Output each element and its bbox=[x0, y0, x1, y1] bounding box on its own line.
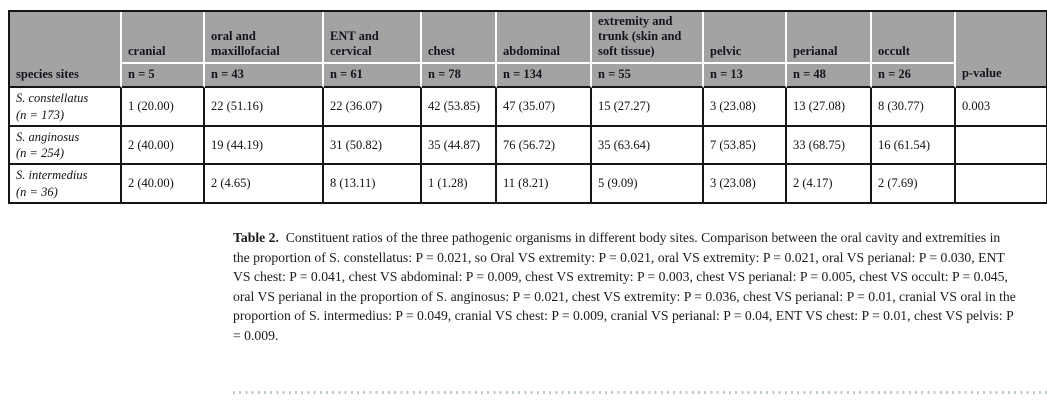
caption-label: Table 2. bbox=[233, 230, 279, 245]
cell-value: 76 (56.72) bbox=[497, 126, 592, 166]
cell-value: 13 (27.08) bbox=[787, 88, 872, 127]
cell-value: 3 (23.08) bbox=[704, 165, 787, 202]
cell-value: 2 (40.00) bbox=[122, 126, 205, 166]
cell-value: 16 (61.54) bbox=[872, 126, 956, 166]
cell-value: 15 (27.27) bbox=[592, 88, 704, 127]
body-sites-table: species sites cranial oral and maxillofa… bbox=[8, 10, 1047, 204]
species-name: S. anginosus bbox=[16, 129, 80, 144]
cell-p-value bbox=[956, 126, 1046, 166]
cell-value: 35 (44.87) bbox=[422, 126, 497, 166]
n-count-perianal: n = 48 bbox=[787, 64, 872, 89]
cell-value: 8 (30.77) bbox=[872, 88, 956, 127]
table-row-s-anginosus: S. anginosus (n = 254) 2 (40.00) 19 (44.… bbox=[10, 126, 1046, 166]
column-header-occult: occult bbox=[872, 12, 956, 65]
n-count-pelvic: n = 13 bbox=[704, 64, 787, 89]
column-header-ent-cervical: ENT and cervical bbox=[324, 12, 422, 65]
n-count-occult: n = 26 bbox=[872, 64, 956, 89]
cell-value: 1 (20.00) bbox=[122, 88, 205, 127]
cell-value: 35 (63.64) bbox=[592, 126, 704, 166]
n-count-ent-cervical: n = 61 bbox=[324, 64, 422, 89]
column-header-extremity-trunk: extremity and trunk (skin and soft tissu… bbox=[592, 12, 704, 65]
cell-value: 2 (4.65) bbox=[205, 165, 324, 202]
species-name: S. intermedius bbox=[16, 168, 88, 183]
n-count-abdominal: n = 134 bbox=[497, 64, 592, 89]
column-header-abdominal: abdominal bbox=[497, 12, 592, 65]
column-header-p-value: p-value bbox=[956, 12, 1046, 89]
n-count-extremity-trunk: n = 55 bbox=[592, 64, 704, 89]
cell-value: 8 (13.11) bbox=[324, 165, 422, 202]
section-divider-dotted-rule bbox=[233, 391, 1047, 394]
species-label-s-anginosus: S. anginosus (n = 254) bbox=[10, 126, 122, 166]
header-row-sites: species sites cranial oral and maxillofa… bbox=[10, 12, 1046, 89]
table-row-s-constellatus: S. constellatus (n = 173) 1 (20.00) 22 (… bbox=[10, 88, 1046, 127]
species-n: (n = 36) bbox=[16, 184, 58, 199]
column-header-oral-maxillofacial: oral and maxillofacial bbox=[205, 12, 324, 65]
column-header-pelvic: pelvic bbox=[704, 12, 787, 65]
column-header-perianal: perianal bbox=[787, 12, 872, 65]
cell-value: 3 (23.08) bbox=[704, 88, 787, 127]
cell-value: 5 (9.09) bbox=[592, 165, 704, 202]
cell-value: 22 (51.16) bbox=[205, 88, 324, 127]
header-row-n-counts: n = 5 n = 43 n = 61 n = 78 n = 134 n = 5… bbox=[10, 64, 1046, 89]
species-n: (n = 173) bbox=[16, 107, 65, 122]
caption-text: Constituent ratios of the three pathogen… bbox=[233, 230, 1016, 343]
cell-value: 33 (68.75) bbox=[787, 126, 872, 166]
cell-value: 47 (35.07) bbox=[497, 88, 592, 127]
cell-value: 2 (40.00) bbox=[122, 165, 205, 202]
cell-value: 2 (4.17) bbox=[787, 165, 872, 202]
cell-value: 2 (7.69) bbox=[872, 165, 956, 202]
n-count-cranial: n = 5 bbox=[122, 64, 205, 89]
column-header-chest: chest bbox=[422, 12, 497, 65]
column-header-cranial: cranial bbox=[122, 12, 205, 65]
cell-value: 11 (8.21) bbox=[497, 165, 592, 202]
cell-value: 42 (53.85) bbox=[422, 88, 497, 127]
n-count-oral-maxillofacial: n = 43 bbox=[205, 64, 324, 89]
cell-value: 7 (53.85) bbox=[704, 126, 787, 166]
cell-p-value: 0.003 bbox=[956, 88, 1046, 127]
n-count-chest: n = 78 bbox=[422, 64, 497, 89]
species-n: (n = 254) bbox=[16, 146, 65, 160]
species-label-s-constellatus: S. constellatus (n = 173) bbox=[10, 88, 122, 127]
cell-p-value bbox=[956, 165, 1046, 202]
cell-value: 19 (44.19) bbox=[205, 126, 324, 166]
cell-value: 31 (50.82) bbox=[324, 126, 422, 166]
species-name: S. constellatus bbox=[16, 91, 89, 106]
corner-header-species-sites: species sites bbox=[10, 12, 122, 89]
cell-value: 1 (1.28) bbox=[422, 165, 497, 202]
table-row-s-intermedius: S. intermedius (n = 36) 2 (40.00) 2 (4.6… bbox=[10, 165, 1046, 202]
table-caption: Table 2. Constituent ratios of the three… bbox=[233, 228, 1019, 346]
cell-value: 22 (36.07) bbox=[324, 88, 422, 127]
species-label-s-intermedius: S. intermedius (n = 36) bbox=[10, 165, 122, 202]
